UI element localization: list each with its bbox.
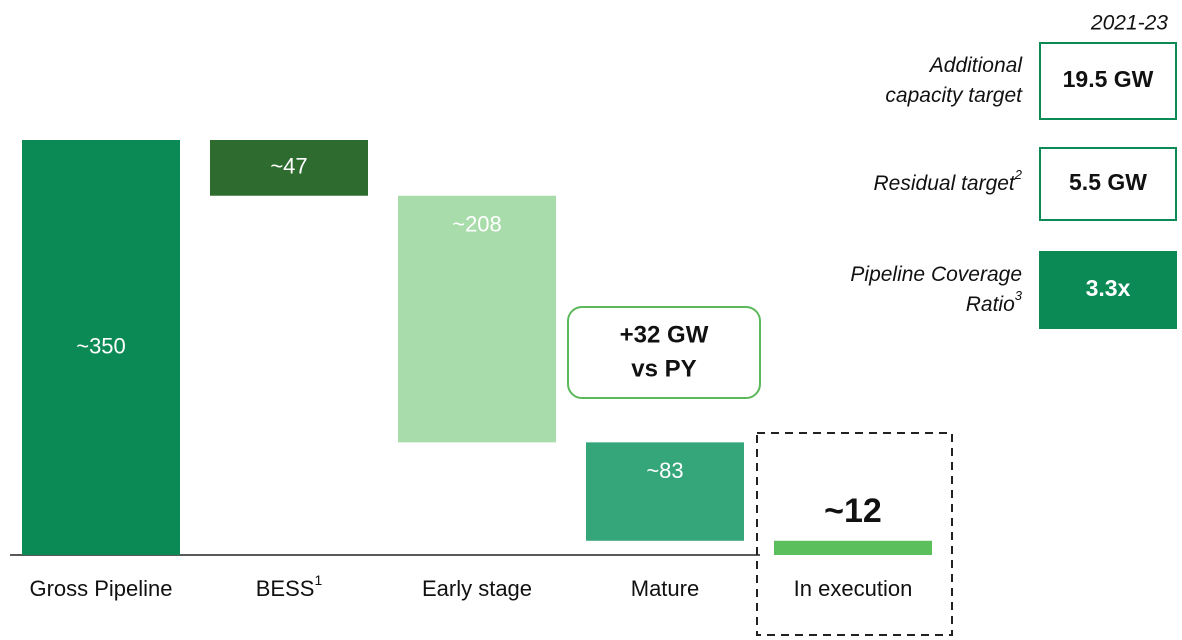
bar — [210, 140, 368, 196]
x-tick-label: In execution — [794, 576, 913, 601]
value-label: ~83 — [646, 458, 683, 483]
panel-label: Pipeline Coverage — [850, 263, 1022, 286]
value-box — [1039, 147, 1177, 221]
value-label: ~350 — [76, 333, 126, 358]
value-label: ~208 — [452, 212, 502, 237]
footnote-mark: 3 — [1015, 288, 1023, 303]
panel-label: capacity target — [885, 84, 1023, 107]
panel-label-text: Residual target — [874, 172, 1016, 195]
bar — [398, 195, 556, 443]
annotation-text: vs PY — [631, 355, 696, 382]
x-tick-label: Mature — [631, 576, 699, 601]
panel-label: Residual target2 — [874, 167, 1023, 194]
value-box-filled — [1039, 251, 1177, 329]
panel-label-text: capacity target — [885, 84, 1023, 107]
panel-title: 2021-23 — [1090, 12, 1168, 35]
panel-label: Ratio3 — [966, 288, 1023, 315]
x-tick-label: Early stage — [422, 576, 532, 601]
category-name: Early stage — [422, 576, 532, 601]
panel-label-text: Ratio — [966, 293, 1015, 316]
value-box — [1039, 42, 1177, 120]
highlight-box — [756, 432, 953, 636]
category-name: Mature — [631, 576, 699, 601]
panel-label-text: Additional — [928, 54, 1024, 77]
panel-value: 5.5 GW — [1069, 169, 1147, 195]
panel-value: 3.3x — [1086, 275, 1131, 301]
x-tick-label: Gross Pipeline — [29, 576, 172, 601]
annotation-text: +32 GW — [620, 321, 709, 348]
category-name: Gross Pipeline — [29, 576, 172, 601]
bar — [774, 540, 932, 555]
category-name: In execution — [794, 576, 913, 601]
category-name: BESS — [256, 576, 315, 601]
x-tick-label: BESS1 — [256, 572, 323, 601]
bar — [586, 442, 744, 541]
annotation-box — [567, 306, 761, 399]
footnote-mark: 1 — [314, 572, 322, 588]
value-label: ~12 — [824, 492, 882, 530]
panel-label-text: Pipeline Coverage — [850, 263, 1022, 286]
panel-label: Additional — [928, 54, 1024, 77]
footnote-mark: 2 — [1014, 167, 1023, 182]
panel-value: 19.5 GW — [1063, 66, 1154, 92]
value-label: ~47 — [270, 154, 307, 179]
bar — [22, 140, 180, 555]
